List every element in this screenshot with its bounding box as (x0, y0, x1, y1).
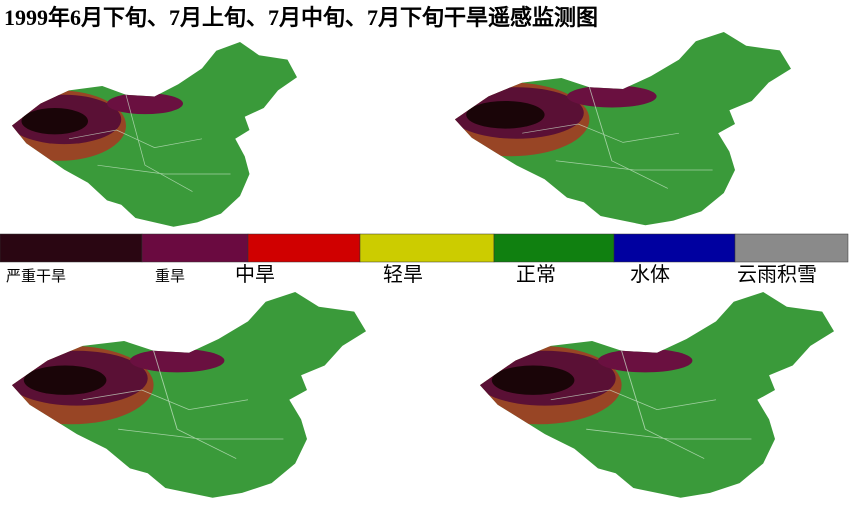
legend-label: 正常 (516, 262, 556, 286)
legend-label: 云雨积雪 (737, 262, 817, 286)
legend-swatch (734, 233, 849, 263)
title: 1999年6月下旬、7月上旬、7月中旬、7月下旬干旱遥感监测图 (4, 5, 599, 30)
legend-label: 水体 (630, 262, 670, 286)
legend-label: 中旱 (235, 262, 275, 286)
legend-swatch (141, 233, 249, 263)
map-early-july (433, 32, 791, 225)
legend: 严重干旱 重旱 中旱 轻旱 正常 水体 云雨积雪 (0, 233, 849, 286)
legend-swatch (493, 233, 615, 263)
map-late-june (0, 42, 297, 227)
legend-swatch (247, 233, 361, 263)
legend-label: 轻旱 (383, 262, 423, 286)
map-mid-july (0, 292, 366, 498)
legend-label: 严重干旱 (6, 267, 66, 285)
legend-swatch (359, 233, 495, 263)
map-late-july (456, 292, 834, 498)
legend-swatch (613, 233, 736, 263)
legend-swatch (0, 233, 143, 263)
legend-label: 重旱 (155, 267, 185, 285)
